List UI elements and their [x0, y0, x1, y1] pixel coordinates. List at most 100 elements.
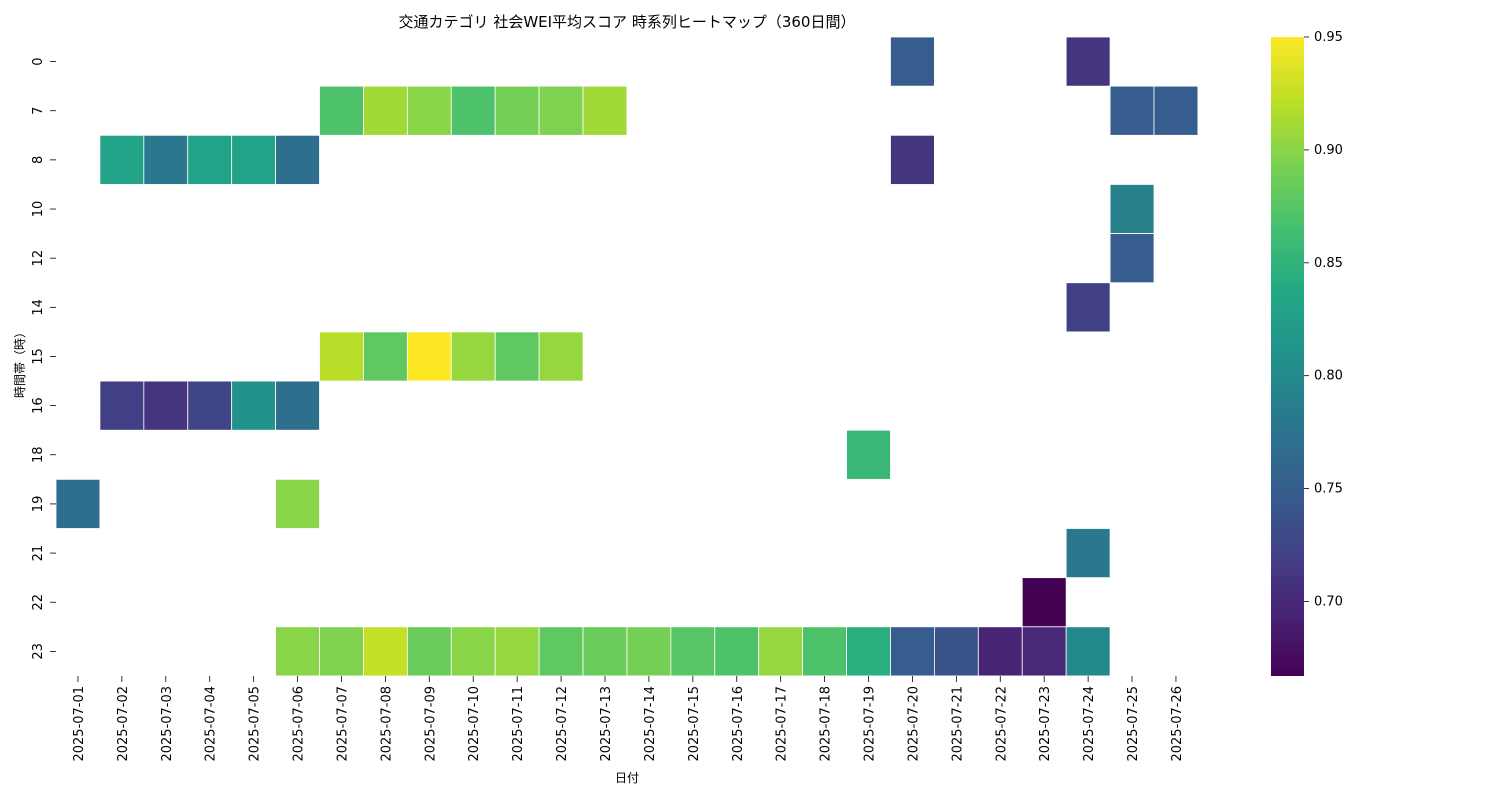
x-tick-label: 2025-07-07	[335, 686, 350, 762]
heatmap-cell	[187, 134, 233, 185]
y-tick-label: 15	[31, 348, 46, 365]
heatmap-cell	[582, 85, 628, 136]
colorbar-tick-label: 0.70	[1314, 594, 1343, 609]
x-tick-label: 2025-07-06	[292, 686, 307, 762]
y-tick-label: 19	[31, 496, 46, 513]
y-tick-label: 8	[31, 156, 46, 164]
y-tick-label: 23	[31, 643, 46, 660]
heatmap-cell	[275, 134, 320, 185]
heatmap-cell	[494, 626, 540, 677]
chart-title: 交通カテゴリ 社会WEI平均スコア 時系列ヒートマップ（360日間）	[399, 13, 856, 31]
heatmap-cell	[450, 331, 496, 382]
x-tick-label: 2025-07-01	[72, 686, 87, 762]
heatmap-cell	[1065, 282, 1111, 333]
heatmap-cell	[977, 626, 1023, 677]
heatmap-cell	[1021, 626, 1067, 677]
x-tick-label: 2025-07-10	[467, 686, 482, 762]
x-tick-label: 2025-07-17	[775, 686, 790, 762]
heatmap-cell	[890, 134, 935, 185]
heatmap-cell	[275, 380, 320, 431]
heatmap-cell	[450, 626, 496, 677]
y-tick-label: 10	[31, 201, 46, 218]
heatmap-cell	[802, 626, 847, 677]
x-tick-label: 2025-07-11	[511, 686, 526, 762]
y-tick-label: 16	[31, 397, 46, 414]
x-tick-label: 2025-07-25	[1126, 686, 1141, 762]
heatmap-cell	[1065, 528, 1111, 579]
colorbar-tick-label: 0.85	[1314, 256, 1343, 271]
y-tick-label: 14	[31, 299, 46, 316]
x-tick-label: 2025-07-15	[687, 686, 702, 762]
heatmap-cell	[846, 429, 891, 480]
heatmap-cell	[450, 85, 496, 136]
y-tick-label: 22	[31, 594, 46, 611]
heatmap-cell	[99, 380, 145, 431]
heatmap-cell	[363, 85, 408, 136]
heatmap-cell	[846, 626, 891, 677]
heatmap-cell	[406, 85, 452, 136]
heatmap-cell	[670, 626, 716, 677]
heatmap-cell	[275, 626, 320, 677]
y-tick-label: 18	[31, 447, 46, 464]
colorbar	[1271, 37, 1304, 676]
heatmap-cell	[143, 380, 189, 431]
heatmap-cell	[406, 331, 452, 382]
x-tick-label: 2025-07-13	[599, 686, 614, 762]
heatmap-cells	[55, 36, 1199, 677]
colorbar-tick-label: 0.95	[1314, 30, 1343, 45]
heatmap-cell	[494, 85, 540, 136]
x-tick-label: 2025-07-08	[379, 686, 394, 762]
x-tick-label: 2025-07-05	[248, 686, 263, 762]
x-tick-label: 2025-07-02	[116, 686, 131, 762]
y-tick-label: 0	[31, 57, 46, 65]
heatmap-cell	[231, 380, 276, 431]
heatmap-cell	[231, 134, 276, 185]
x-tick-label: 2025-07-18	[819, 686, 834, 762]
x-tick-label: 2025-07-16	[731, 686, 746, 762]
heatmap-cell	[1109, 233, 1155, 284]
x-tick-label: 2025-07-09	[423, 686, 438, 762]
heatmap-cell	[538, 626, 584, 677]
colorbar-tick-label: 0.80	[1314, 369, 1343, 384]
heatmap-cell	[626, 626, 672, 677]
heatmap-cell	[363, 626, 408, 677]
x-tick-label: 2025-07-12	[555, 686, 570, 762]
y-tick-label: 12	[31, 250, 46, 267]
x-tick-label: 2025-07-21	[950, 686, 965, 762]
heatmap-cell	[99, 134, 145, 185]
heatmap-cell	[406, 626, 452, 677]
x-tick-label: 2025-07-19	[863, 686, 878, 762]
x-tick-label: 2025-07-22	[994, 686, 1009, 762]
x-tick-label: 2025-07-20	[906, 686, 921, 762]
heatmap-cell	[1065, 36, 1111, 87]
heatmap-cell	[758, 626, 804, 677]
heatmap-cell	[538, 331, 584, 382]
heatmap-cell	[890, 36, 935, 87]
heatmap-cell	[319, 626, 364, 677]
heatmap-cell	[275, 478, 320, 529]
heatmap-cell	[143, 134, 189, 185]
heatmap-cell	[1021, 577, 1067, 628]
heatmap-cell	[363, 331, 408, 382]
colorbar-tick-label: 0.75	[1314, 482, 1343, 497]
heatmap-cell	[319, 331, 364, 382]
y-tick-label: 7	[31, 107, 46, 115]
x-tick-label: 2025-07-23	[1038, 686, 1053, 762]
x-tick-label: 2025-07-04	[204, 686, 219, 762]
colorbar-tick-label: 0.90	[1314, 143, 1343, 158]
heatmap-cell	[319, 85, 364, 136]
heatmap-cell	[55, 478, 101, 529]
y-axis-label: 時間帯（時）	[13, 326, 27, 398]
y-axis-ticks: 0 7 8 10 12 14 15 16 18 19 21 22 23	[31, 57, 56, 660]
x-tick-label: 2025-07-14	[643, 686, 658, 762]
heatmap-cell	[494, 331, 540, 382]
heatmap-cell	[890, 626, 935, 677]
x-tick-label: 2025-07-03	[160, 686, 175, 762]
x-axis-label: 日付	[615, 771, 639, 785]
x-tick-label: 2025-07-26	[1170, 686, 1185, 762]
heatmap-cell	[934, 626, 979, 677]
x-tick-label: 2025-07-24	[1082, 686, 1097, 762]
heatmap-cell	[1153, 85, 1199, 136]
heatmap-cell	[1109, 184, 1155, 234]
